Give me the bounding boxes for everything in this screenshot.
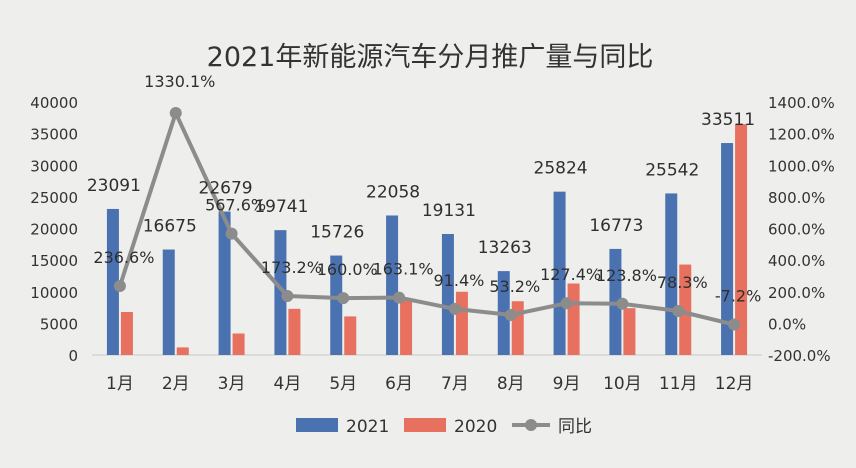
- data-label-2021: 22058: [366, 182, 420, 202]
- legend-swatch-2021: [296, 418, 338, 432]
- y-left-tick-label: 10000: [30, 284, 78, 302]
- bar-2020: [455, 291, 468, 355]
- line-point-yoy: [672, 304, 685, 317]
- y-right-tick-label: 600.0%: [768, 221, 825, 239]
- bar-2020: [679, 264, 692, 355]
- data-label-yoy: 163.1%: [373, 260, 434, 279]
- x-tick-label: 8月: [497, 374, 525, 394]
- legend: 2021 2020 同比: [296, 417, 592, 437]
- x-tick-label: 1月: [106, 374, 134, 394]
- legend-label-2020: 2020: [454, 417, 497, 437]
- data-label-2021: 13263: [478, 238, 532, 258]
- y-right-tick-label: 200.0%: [768, 284, 825, 302]
- y-left-tick-label: 40000: [30, 94, 78, 112]
- x-tick-label: 2月: [162, 374, 190, 394]
- y-right-tick-label: 0.0%: [768, 315, 806, 333]
- bar-2020: [623, 308, 636, 355]
- legend-swatch-2020: [404, 418, 446, 432]
- bar-2021: [441, 233, 454, 355]
- data-label-2021: 19131: [422, 201, 476, 221]
- data-label-2021: 16675: [143, 217, 197, 237]
- data-label-yoy: 1330.1%: [144, 72, 215, 91]
- y-right-tick-label: 1400.0%: [768, 94, 835, 112]
- y-left-tick-label: 20000: [30, 221, 78, 239]
- bar-2021: [274, 230, 287, 355]
- bar-2020: [288, 308, 301, 355]
- legend-swatch-yoy-marker: [525, 419, 537, 431]
- chart-title: 2021年新能源汽车分月推广量与同比: [207, 42, 654, 73]
- line-point-yoy: [393, 291, 406, 304]
- x-tick-label: 11月: [659, 374, 698, 394]
- y-left-tick-label: 30000: [30, 157, 78, 175]
- y-right-tick-label: 800.0%: [768, 189, 825, 207]
- x-tick-label: 6月: [385, 374, 413, 394]
- x-tick-label: 12月: [715, 374, 754, 394]
- data-label-2021: 15726: [310, 223, 364, 243]
- bar-2020: [120, 311, 133, 355]
- x-tick-label: 3月: [218, 374, 246, 394]
- bar-2020: [511, 301, 524, 355]
- data-label-2021: 19741: [254, 197, 308, 217]
- y-right-tick-label: -200.0%: [768, 347, 831, 365]
- data-label-2021: 22679: [199, 179, 253, 199]
- y-left-tick-label: 35000: [30, 126, 78, 144]
- data-label-yoy: -7.2%: [715, 287, 761, 306]
- y-right-tick-label: 400.0%: [768, 252, 825, 270]
- x-tick-label: 10月: [603, 374, 642, 394]
- data-label-yoy: 567.6%: [205, 196, 266, 215]
- y-left-tick-label: 5000: [40, 315, 78, 333]
- line-point-yoy: [560, 297, 573, 310]
- x-tick-label: 7月: [441, 374, 469, 394]
- y-left-tick-label: 15000: [30, 252, 78, 270]
- bar-2020: [344, 316, 357, 355]
- data-label-yoy: 127.4%: [540, 265, 601, 284]
- y-left-tick-label: 25000: [30, 189, 78, 207]
- line-point-yoy: [616, 297, 629, 310]
- line-point-yoy: [337, 292, 350, 305]
- data-label-yoy: 160.0%: [317, 260, 378, 279]
- data-label-2021: 23091: [87, 176, 141, 196]
- bar-2020: [567, 283, 580, 355]
- data-label-yoy: 173.2%: [261, 258, 322, 277]
- line-point-yoy: [225, 227, 238, 240]
- legend-label-yoy: 同比: [558, 417, 592, 437]
- y-left-tick-label: 0: [68, 347, 78, 365]
- data-label-yoy: 91.4%: [434, 271, 485, 290]
- data-label-2021: 25824: [534, 159, 588, 179]
- legend-label-2021: 2021: [346, 417, 389, 437]
- x-tick-label: 5月: [329, 374, 357, 394]
- line-point-yoy: [728, 318, 741, 331]
- data-label-yoy: 53.2%: [489, 277, 540, 296]
- bar-2021: [162, 249, 175, 355]
- bar-2021: [218, 211, 231, 355]
- bar-2020: [735, 124, 748, 355]
- bar-2021: [330, 255, 343, 355]
- data-label-yoy: 78.3%: [657, 273, 708, 292]
- x-tick-label: 4月: [274, 374, 302, 394]
- line-point-yoy: [281, 289, 294, 302]
- data-label-2021: 16773: [589, 216, 643, 236]
- bar-2021: [386, 215, 399, 355]
- line-point-yoy: [113, 279, 126, 292]
- data-label-2021: 25542: [645, 160, 699, 180]
- x-tick-label: 9月: [553, 374, 581, 394]
- line-point-yoy: [169, 107, 182, 120]
- data-label-2021: 33511: [701, 110, 755, 130]
- bar-2020: [232, 333, 245, 355]
- data-label-yoy: 123.8%: [596, 266, 657, 285]
- y-right-tick-label: 1000.0%: [768, 157, 835, 175]
- bar-2020: [176, 347, 189, 355]
- bar-2021: [106, 208, 119, 355]
- line-yoy: [118, 111, 735, 327]
- bar-2021: [721, 143, 734, 355]
- y-right-tick-label: 1200.0%: [768, 126, 835, 144]
- line-point-yoy: [448, 302, 461, 315]
- line-point-yoy: [504, 308, 517, 321]
- data-label-yoy: 236.6%: [93, 248, 154, 267]
- bar-2021: [553, 191, 566, 355]
- bar-2020: [400, 300, 413, 355]
